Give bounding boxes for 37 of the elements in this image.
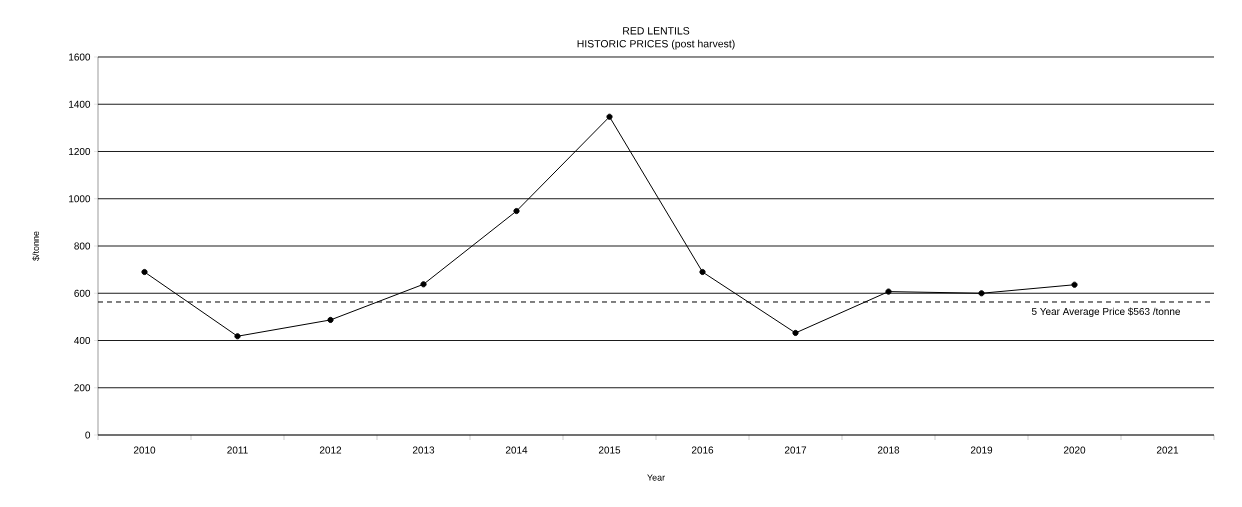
x-tick-label: 2010 (133, 446, 156, 454)
x-tick-label: 2013 (412, 446, 435, 454)
x-axis-title: Year (647, 474, 665, 481)
chart-subtitle: HISTORIC PRICES (post harvest) (577, 39, 735, 50)
point (234, 333, 241, 340)
point (513, 207, 520, 215)
x-tick-label: 2020 (1063, 446, 1086, 454)
x-tick-label: 2014 (505, 446, 528, 454)
x-tick-label: 2019 (970, 446, 993, 454)
x-tick-label: 2012 (319, 446, 342, 454)
y-tick-label: 600 (74, 289, 91, 297)
y-tick-label: 800 (74, 242, 91, 250)
x-tick-label: 2018 (877, 446, 900, 454)
point (420, 281, 427, 288)
ref-line-label: 5 Year Average Price $563 /tonne (1031, 307, 1181, 317)
y-tick-label: 1000 (69, 195, 91, 203)
point (699, 268, 706, 276)
point (792, 329, 799, 337)
x-tick-label: 2016 (691, 446, 714, 454)
y-tick-label: 1200 (69, 147, 91, 156)
x-tick-label: 2017 (784, 446, 807, 454)
y-tick-label: 1600 (69, 53, 91, 61)
y-axis-title: $/tonne (32, 231, 40, 261)
x-tick-label: 2011 (227, 446, 248, 454)
point (978, 290, 985, 297)
y-tick-label: 1400 (69, 100, 91, 108)
y-tick-label: 0 (85, 431, 91, 439)
chart-title: RED LENTILS (623, 27, 690, 35)
point (327, 316, 334, 324)
y-tick-label: 200 (74, 384, 91, 392)
point (141, 268, 148, 276)
y-tick-label: 400 (74, 336, 91, 345)
x-tick-label: 2021 (1156, 446, 1179, 454)
point (1071, 281, 1078, 288)
point (885, 288, 892, 295)
point (606, 113, 613, 120)
x-tick-label: 2015 (598, 446, 621, 454)
